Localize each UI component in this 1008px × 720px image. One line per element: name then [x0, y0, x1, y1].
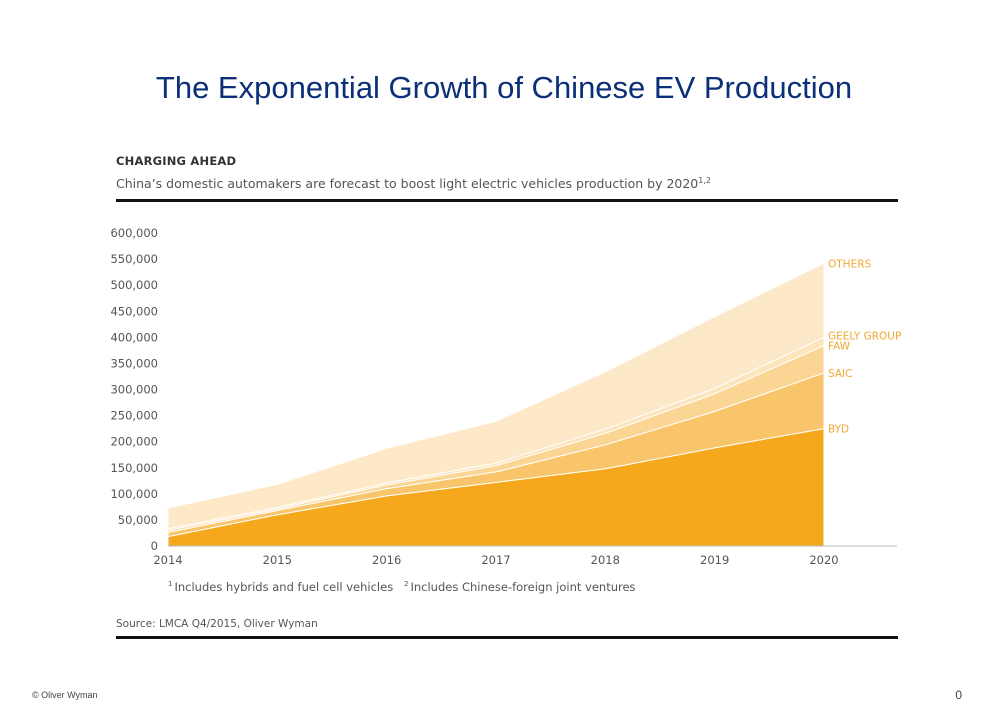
x-tick-label: 2020 [809, 553, 838, 567]
series-label: FAW [828, 341, 851, 353]
footnote-2-marker: 2 [404, 580, 409, 589]
footnote-2: 2 Includes Chinese-foreign joint ventures [404, 580, 636, 594]
x-tick-label: 2014 [153, 553, 182, 567]
x-tick-label: 2018 [591, 553, 620, 567]
y-tick-label: 100,000 [110, 487, 158, 501]
x-tick-label: 2016 [372, 553, 401, 567]
y-tick-label: 600,000 [110, 226, 158, 240]
x-tick-label: 2015 [263, 553, 292, 567]
area-others [167, 262, 825, 530]
copyright: © Oliver Wyman [32, 690, 98, 700]
slide-title: The Exponential Growth of Chinese EV Pro… [155, 70, 853, 105]
y-tick-label: 350,000 [110, 356, 158, 370]
chart-subtitle-text: China’s domestic automakers are forecast… [116, 176, 699, 192]
y-tick-label: 500,000 [110, 278, 158, 292]
area-chart: 0 50,000 100,000 150,000 200,000 250,000 300,0… [110, 226, 901, 567]
bottom-rule [116, 636, 898, 639]
series-label: BYD [828, 424, 849, 436]
x-tick-label: 2019 [700, 553, 729, 567]
footnote-1-marker: 1 [168, 580, 173, 589]
series-label: SAIC [828, 368, 852, 380]
chart-eyebrow: CHARGING AHEAD [116, 154, 237, 168]
top-rule [116, 199, 898, 202]
footnote-2-text: Includes Chinese-foreign joint ventures [410, 580, 636, 594]
y-tick-label: 550,000 [110, 252, 158, 266]
footnote-1-text: Includes hybrids and fuel cell vehicles [174, 580, 394, 594]
y-tick-label: 400,000 [110, 330, 158, 344]
footnote-1: 1 Includes hybrids and fuel cell vehicles [168, 580, 393, 594]
page-number: 0 [955, 688, 962, 702]
y-tick-label: 50,000 [118, 513, 158, 527]
y-tick-label: 150,000 [110, 461, 158, 475]
y-tick-label: 450,000 [110, 304, 158, 318]
series-label: OTHERS [828, 258, 872, 270]
y-tick-label: 0 [151, 539, 158, 553]
x-tick-label: 2017 [481, 553, 510, 567]
series-label: GEELY GROUP [828, 331, 901, 343]
chart-source: Source: LMCA Q4/2015, Oliver Wyman [116, 618, 318, 630]
y-tick-label: 300,000 [110, 383, 158, 397]
chart-subtitle: China’s domestic automakers are forecast… [116, 176, 711, 191]
y-tick-label: 200,000 [110, 435, 158, 449]
chart-subtitle-superscript: 1,2 [698, 176, 711, 185]
y-tick-label: 250,000 [110, 409, 158, 423]
